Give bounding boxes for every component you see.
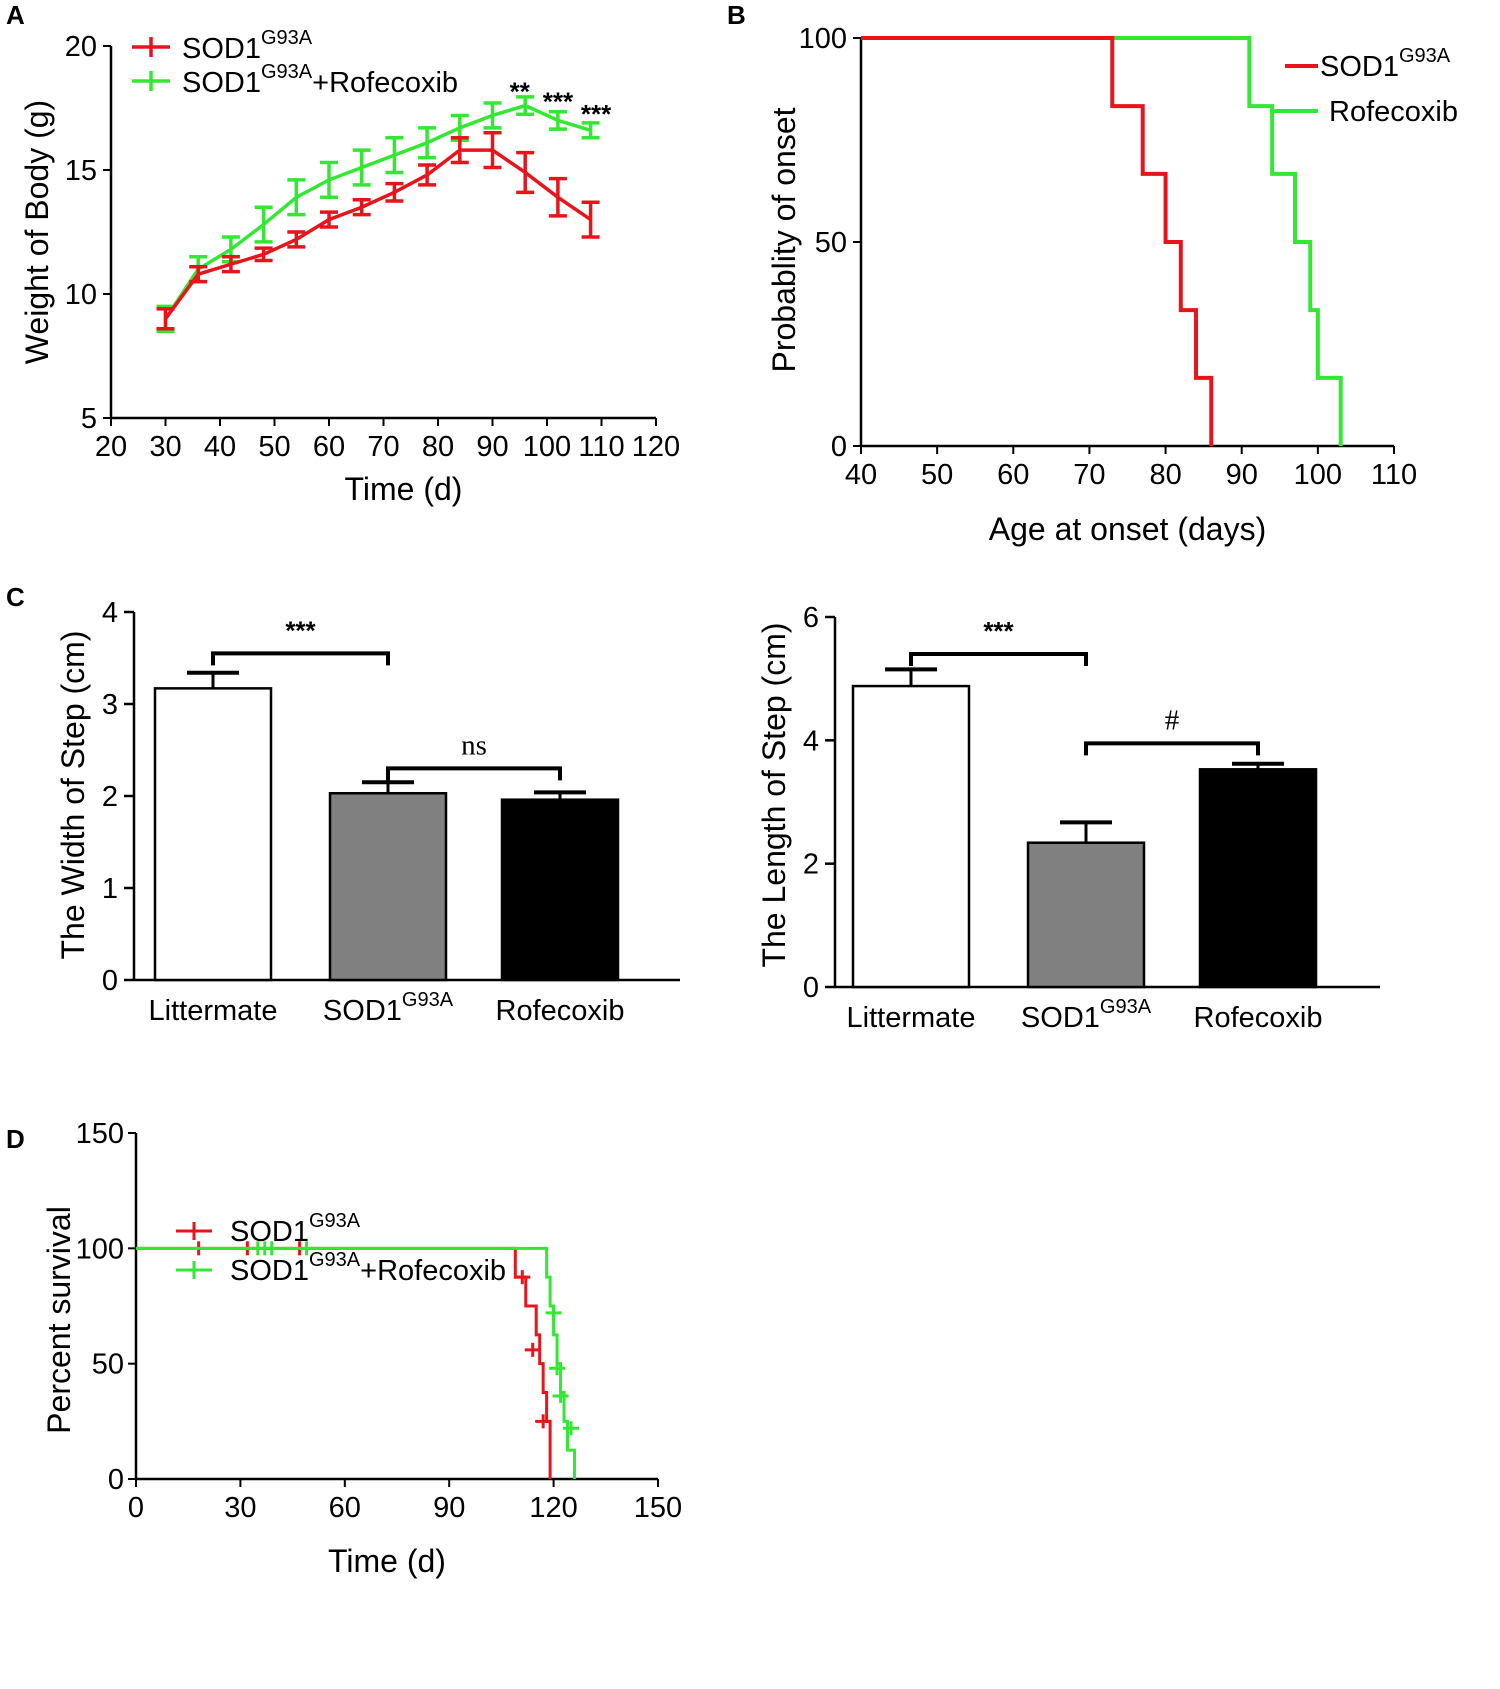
legend-label: SOD1G93A — [230, 1210, 361, 1248]
series-step-line — [861, 36, 1343, 446]
significance-label: *** — [285, 615, 316, 645]
y-tick-label: 0 — [102, 965, 118, 997]
x-tick-label: 0 — [128, 1492, 144, 1524]
x-tick-label: 120 — [529, 1492, 577, 1524]
series-line — [164, 148, 592, 320]
x-tick-label: 20 — [95, 431, 127, 463]
x-category-label: Littermate — [149, 995, 278, 1027]
x-category-label: SOD1G93A — [323, 989, 454, 1027]
x-axis-label: Time (d) — [345, 471, 463, 507]
y-tick-label: 0 — [831, 431, 847, 463]
x-tick-label: 100 — [1294, 459, 1342, 491]
x-category-label: Rofecoxib — [496, 995, 625, 1027]
bar — [1198, 768, 1318, 989]
y-axis-label: Probablity of onset — [766, 107, 802, 372]
panel-c-length-bar-chart: 0 2 4 6 The Length of Step (cm) Littermate SOD… — [756, 602, 1380, 1034]
series-line — [164, 103, 592, 320]
panel-b-onset-chart: 40 50 60 70 80 90 100 110 0 50 100 Age at onset (da… — [766, 23, 1458, 547]
legend-label: SOD1G93A — [1320, 45, 1451, 83]
x-tick-label: 80 — [422, 431, 454, 463]
legend-label: SOD1G93A+Rofecoxib — [182, 61, 458, 99]
y-tick-label: 15 — [65, 155, 97, 187]
y-axis-label: The Length of Step (cm) — [756, 622, 792, 967]
x-tick-label: 30 — [149, 431, 181, 463]
x-tick-label: 150 — [634, 1492, 682, 1524]
y-tick-label: 150 — [76, 1118, 124, 1150]
y-tick-label: 100 — [76, 1233, 124, 1265]
significance-label: ns — [461, 729, 487, 761]
y-axis-label: The Width of Step (cm) — [55, 631, 91, 960]
bar — [153, 687, 273, 982]
x-tick-label: 40 — [845, 459, 877, 491]
legend-label: SOD1G93A — [182, 27, 313, 65]
x-tick-label: 60 — [313, 431, 345, 463]
y-tick-label: 1 — [102, 873, 118, 905]
panel-label-a: A — [6, 0, 25, 30]
y-tick-label: 4 — [803, 725, 819, 757]
legend-label: Rofecoxib — [1329, 96, 1458, 128]
y-tick-label: 6 — [803, 602, 819, 634]
x-tick-label: 80 — [1149, 459, 1181, 491]
y-tick-label: 0 — [108, 1464, 124, 1496]
survival-step-line — [136, 1246, 576, 1479]
panel-a-weight-chart: 20 30 40 50 60 70 80 90 100 110 120 5 10 15 20 Time (d)… — [19, 27, 680, 507]
y-tick-label: 2 — [803, 849, 819, 881]
panel-c-width-bar-chart: 0 1 2 3 4 The Width of Step (cm) Littermate SOD… — [55, 597, 680, 1027]
x-tick-label: 90 — [1226, 459, 1258, 491]
significance-bracket — [909, 652, 1088, 666]
y-tick-label: 50 — [815, 227, 847, 259]
x-category-label: Rofecoxib — [1194, 1002, 1323, 1034]
x-tick-label: 40 — [204, 431, 236, 463]
y-tick-label: 5 — [81, 403, 97, 435]
legend-label: SOD1G93A+Rofecoxib — [230, 1249, 506, 1287]
x-tick-label: 50 — [258, 431, 290, 463]
significance-bracket — [211, 651, 390, 666]
significance-label: # — [1165, 704, 1180, 736]
x-tick-label: 50 — [921, 459, 953, 491]
x-tick-label: 30 — [224, 1492, 256, 1524]
y-tick-label: 100 — [799, 23, 847, 55]
y-tick-label: 10 — [65, 279, 97, 311]
bar — [328, 791, 448, 982]
y-tick-label: 4 — [102, 597, 118, 629]
panel-label-c: C — [6, 582, 25, 612]
y-tick-label: 20 — [65, 31, 97, 63]
bar — [1026, 841, 1146, 989]
significance-marker: *** — [581, 99, 612, 129]
x-tick-label: 90 — [433, 1492, 465, 1524]
panel-d-survival-chart: 0 30 60 90 120 150 0 50 100 150 Time (d) Percent su… — [41, 1118, 682, 1579]
x-tick-label: 120 — [632, 431, 680, 463]
y-tick-label: 3 — [102, 689, 118, 721]
y-axis-label: Percent survival — [41, 1206, 77, 1434]
x-tick-label: 110 — [578, 431, 624, 463]
series-step-line — [861, 36, 1214, 446]
panel-label-b: B — [727, 0, 746, 30]
y-tick-label: 50 — [92, 1349, 124, 1381]
bar — [500, 798, 620, 982]
x-axis-label: Age at onset (days) — [989, 511, 1266, 547]
significance-marker: ** — [510, 77, 531, 107]
x-tick-label: 70 — [1073, 459, 1105, 491]
significance-marker: *** — [543, 87, 574, 117]
x-tick-label: 110 — [1371, 459, 1417, 491]
significance-bracket — [386, 766, 562, 781]
significance-label: *** — [983, 616, 1014, 646]
x-axis-label: Time (d) — [328, 1543, 446, 1579]
significance-bracket — [1084, 741, 1260, 756]
bar — [851, 684, 971, 989]
x-tick-label: 60 — [329, 1492, 361, 1524]
x-tick-label: 60 — [997, 459, 1029, 491]
x-tick-label: 100 — [523, 431, 571, 463]
x-tick-label: 90 — [476, 431, 508, 463]
y-tick-label: 0 — [803, 972, 819, 1004]
y-tick-label: 2 — [102, 781, 118, 813]
x-tick-label: 70 — [367, 431, 399, 463]
panel-label-d: D — [6, 1124, 25, 1154]
y-axis-label: Weight of Body (g) — [19, 100, 55, 364]
x-category-label: SOD1G93A — [1021, 996, 1152, 1034]
x-category-label: Littermate — [847, 1002, 976, 1034]
